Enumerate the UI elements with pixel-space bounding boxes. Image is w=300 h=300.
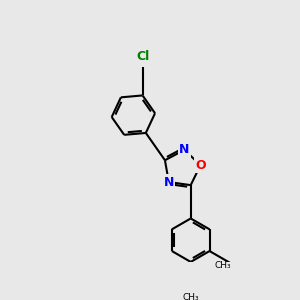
Text: N: N: [179, 143, 190, 156]
Text: CH₃: CH₃: [214, 261, 231, 270]
Text: N: N: [164, 176, 174, 188]
Text: Cl: Cl: [136, 50, 149, 63]
Text: O: O: [195, 159, 206, 172]
Text: CH₃: CH₃: [182, 293, 199, 300]
